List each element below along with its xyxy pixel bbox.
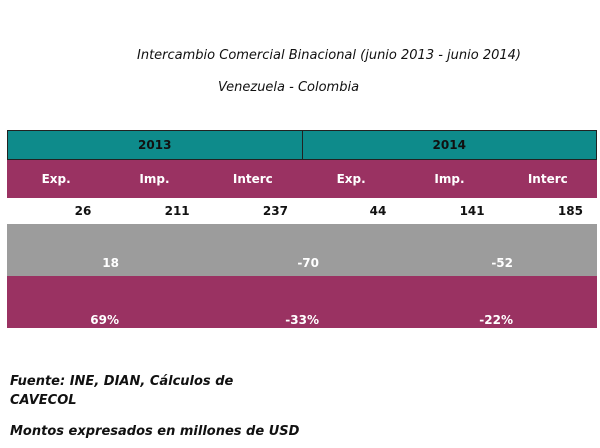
value-exp-2013: 26 (74, 204, 92, 218)
value-interc-2013: 237 (262, 204, 288, 218)
chart-title: Intercambio Comercial Binacional (junio … (137, 48, 521, 63)
balance-value-2: -70 (297, 256, 319, 270)
balance-value-1: 18 (102, 256, 119, 270)
col-header-imp-2013: Imp. (139, 172, 170, 186)
value-imp-2013: 211 (164, 204, 190, 218)
values-row: 26 211 237 44 141 185 (7, 198, 597, 224)
year-header-row: 2013 2014 (7, 130, 597, 160)
column-header-row: Exp. Imp. Interc Exp. Imp. Interc (7, 160, 597, 198)
chart-subtitle: Venezuela - Colombia (218, 80, 360, 95)
percent-value-1: 69% (90, 313, 119, 327)
col-header-interc-2013: Interc (232, 172, 273, 186)
balance-row: 18 -70 -52 (7, 224, 597, 276)
year-2013: 2013 (8, 131, 303, 159)
col-header-interc-2014: Interc (527, 172, 568, 186)
source-note: Fuente: INE, DIAN, Cálculos de CAVECOL (10, 374, 234, 408)
col-header-exp-2014: Exp. (336, 172, 366, 186)
col-header-imp-2014: Imp. (434, 172, 465, 186)
units-note: Montos expresados en millones de USD (10, 424, 300, 439)
col-header-exp-2013: Exp. (41, 172, 71, 186)
percent-value-2: -33% (285, 313, 319, 327)
percent-row: 69% -33% -22% (7, 276, 597, 328)
year-2014: 2014 (432, 138, 466, 152)
percent-value-3: -22% (479, 313, 513, 327)
value-imp-2014: 141 (459, 204, 485, 218)
balance-value-3: -52 (491, 256, 513, 270)
value-exp-2014: 44 (369, 204, 387, 218)
value-interc-2014: 185 (557, 204, 583, 218)
